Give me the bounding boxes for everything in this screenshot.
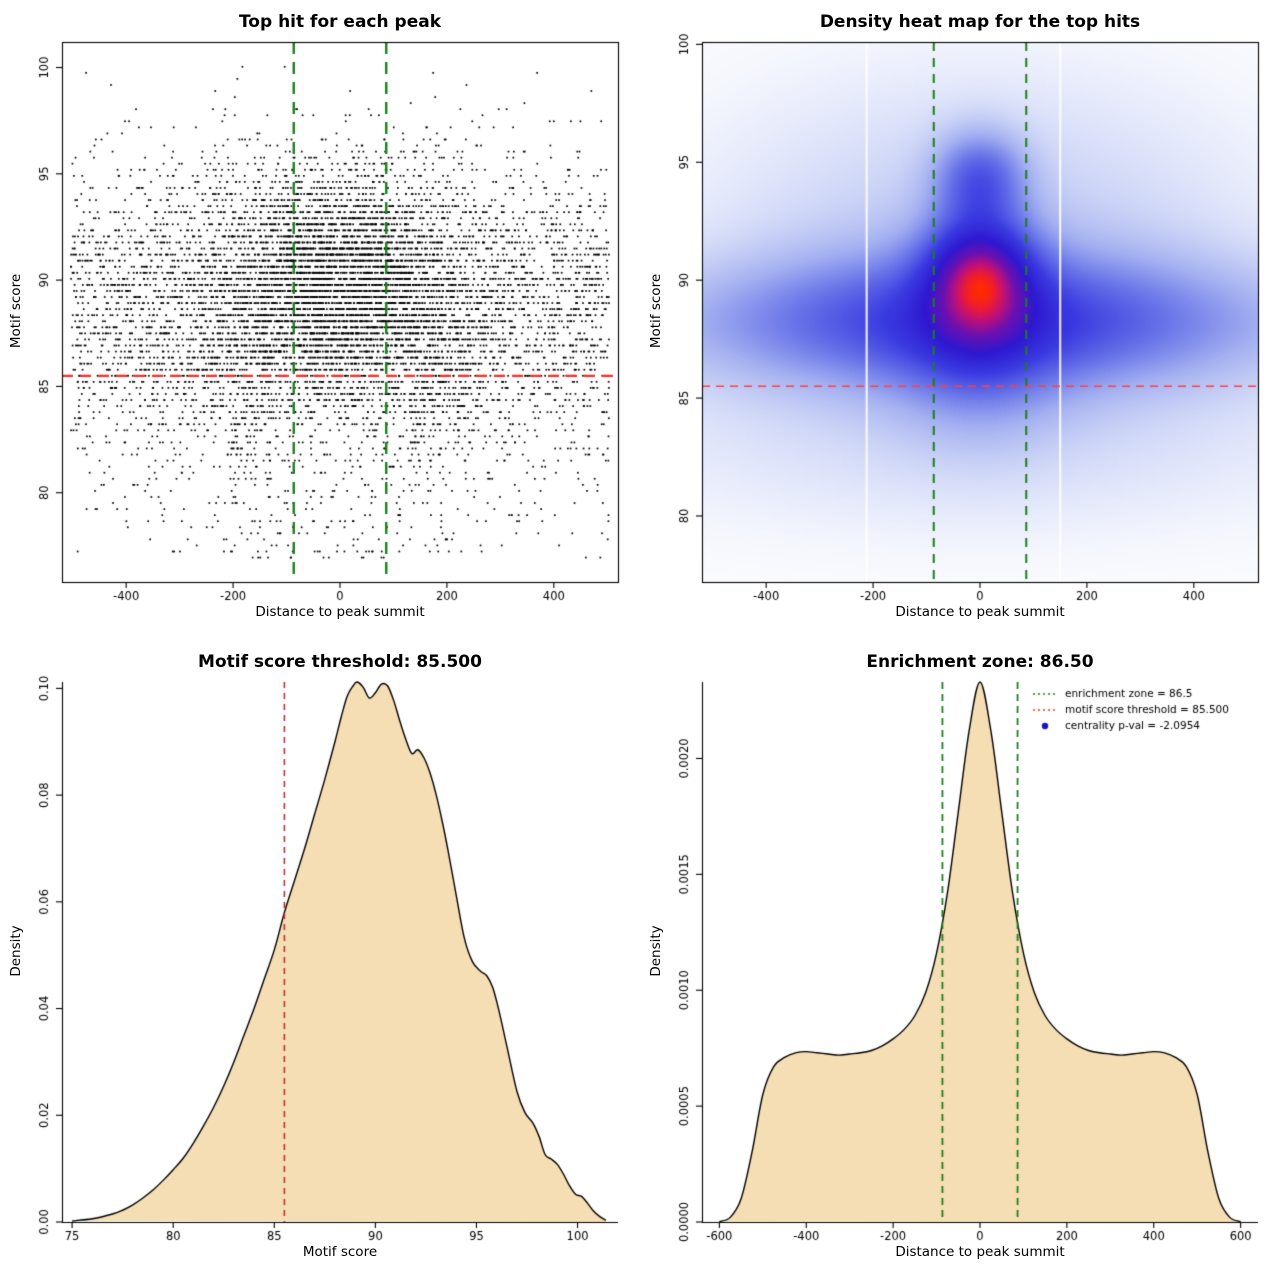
panel-title: Enrichment zone: 86.50 bbox=[866, 652, 1094, 672]
x-axis-label: Distance to peak summit bbox=[895, 604, 1065, 620]
panel-title: Motif score threshold: 85.500 bbox=[198, 652, 482, 672]
y-axis-label: Motif score bbox=[648, 273, 664, 349]
y-axis-label: Motif score bbox=[8, 273, 24, 349]
y-axis-label: Density bbox=[648, 925, 664, 977]
x-axis-label: Motif score bbox=[302, 1244, 378, 1260]
panel-density-heatmap: Density heat map for the top hits Distan… bbox=[640, 0, 1280, 640]
panel-title: Top hit for each peak bbox=[238, 12, 442, 32]
panel-title: Density heat map for the top hits bbox=[819, 12, 1141, 32]
panel-top-hits-scatter: Top hit for each peak Distance to peak s… bbox=[0, 0, 640, 640]
x-axis-label: Distance to peak summit bbox=[895, 1244, 1065, 1260]
panel-summit-distance-density: Enrichment zone: 86.50 Distance to peak … bbox=[640, 640, 1280, 1280]
score-density-canvas bbox=[0, 640, 640, 1280]
distance-density-canvas bbox=[640, 640, 1280, 1280]
panel-motif-score-density: Motif score threshold: 85.500 Motif scor… bbox=[0, 640, 640, 1280]
x-axis-label: Distance to peak summit bbox=[255, 604, 425, 620]
heatmap-canvas bbox=[640, 0, 1280, 640]
scatter-plot-canvas bbox=[0, 0, 640, 640]
y-axis-label: Density bbox=[8, 925, 24, 977]
